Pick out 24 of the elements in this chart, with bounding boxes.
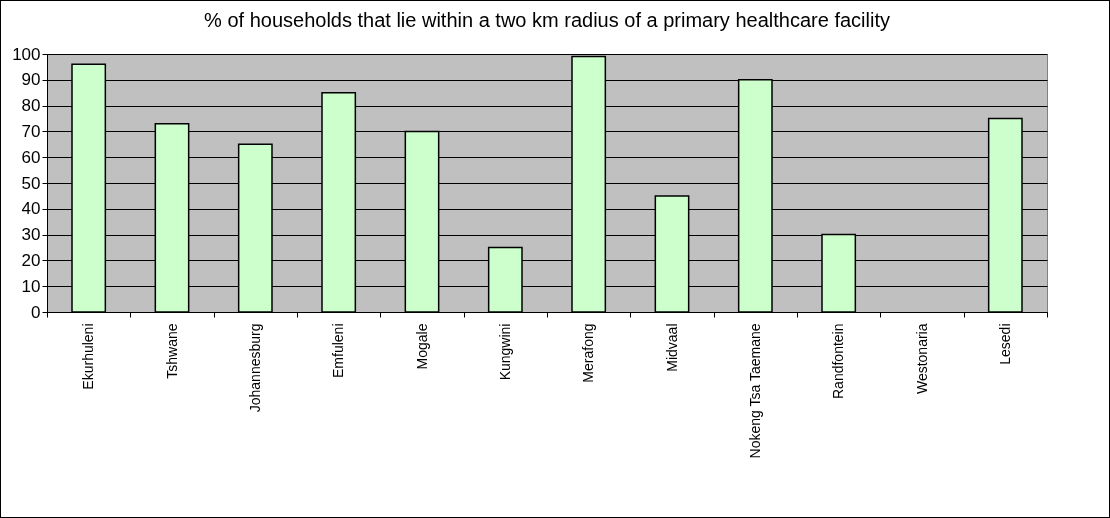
x-tick-label: Midvaal	[663, 323, 680, 372]
x-tick-label: Lesedi	[996, 323, 1013, 365]
x-tick-label: Randfontein	[830, 323, 847, 400]
y-tick-label: 0	[31, 302, 41, 322]
x-tick-label: Westonaria	[913, 323, 930, 395]
y-tick-label: 80	[21, 96, 41, 116]
y-tick-label: 30	[21, 225, 41, 245]
x-tick-label: Merafong	[580, 323, 597, 383]
y-tick-label: 60	[21, 147, 41, 167]
x-tick-label: Nokeng Tsa Taemane	[746, 323, 763, 459]
chart-title: % of households that lie within a two km radius of a primary healthcare facility	[204, 9, 890, 31]
x-tick-label: Kungwini	[496, 323, 513, 381]
y-tick-label: 70	[21, 121, 41, 141]
y-tick-label: 50	[21, 173, 41, 193]
x-tick-label: Mogale	[413, 323, 430, 370]
y-tick-label: 100	[12, 44, 41, 64]
x-tick-label: Tshwane	[163, 323, 180, 379]
x-tick-label: Ekurhuleni	[80, 323, 97, 390]
y-tick-label: 10	[21, 276, 41, 296]
x-tick-label: Johannesburg	[246, 323, 263, 413]
y-tick-label: 20	[21, 250, 41, 270]
y-tick-label: 40	[21, 199, 41, 219]
y-tick-label: 90	[21, 70, 41, 90]
x-tick-label: Emfuleni	[330, 323, 347, 378]
